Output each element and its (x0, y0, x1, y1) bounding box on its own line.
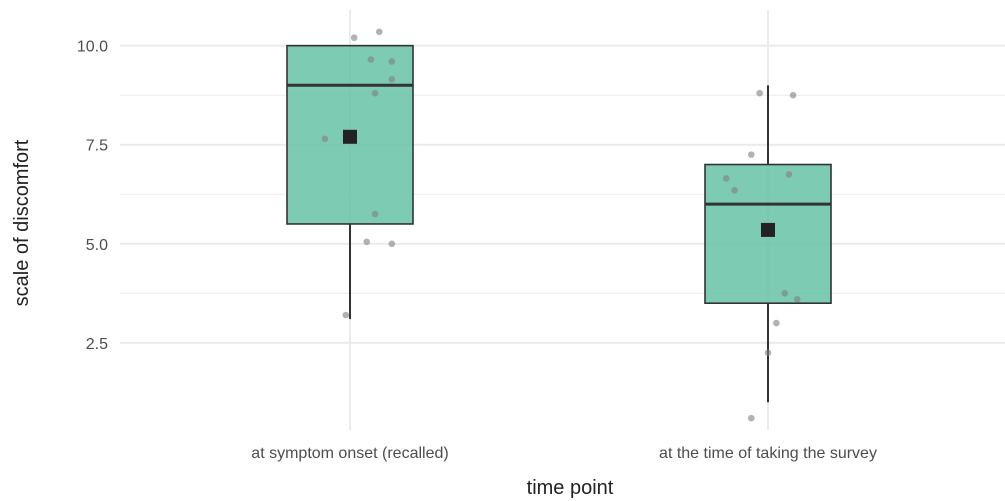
y-tick-label: 7.5 (86, 138, 108, 155)
x-axis-title: time point (527, 477, 614, 499)
mean-marker (761, 222, 775, 237)
data-point (363, 238, 371, 246)
data-points (321, 28, 801, 422)
data-point (367, 56, 375, 63)
y-tick-label: 5.0 (86, 237, 108, 254)
y-tick-label: 2.5 (86, 336, 108, 353)
y-tick-labels: 2.5 5.0 7.5 10.0 (77, 39, 108, 353)
data-point (747, 151, 755, 158)
y-axis-title: scale of discomfort (11, 139, 33, 306)
data-point (789, 91, 797, 99)
data-point (747, 414, 755, 422)
data-point (722, 175, 730, 182)
data-point (371, 210, 379, 218)
data-point (756, 89, 763, 97)
x-tick-label: at the time of taking the survey (659, 445, 877, 462)
data-point (731, 186, 738, 194)
data-point (388, 58, 396, 65)
data-point (785, 171, 793, 178)
data-point (321, 135, 329, 143)
x-tick-labels: at symptom onset (recalled) at the time o… (251, 445, 877, 462)
data-point (375, 28, 383, 36)
data-point (781, 290, 789, 297)
data-point (793, 295, 801, 303)
data-point (371, 89, 379, 97)
y-tick-label: 10.0 (77, 39, 108, 56)
data-point (764, 349, 772, 357)
data-point (388, 76, 396, 83)
data-point (773, 319, 780, 327)
data-point (350, 34, 358, 42)
grid-lines (120, 10, 1005, 430)
boxes (286, 44, 832, 403)
data-point (342, 311, 350, 319)
mean-marker (343, 129, 357, 144)
data-point (388, 240, 396, 248)
x-tick-label: at symptom onset (recalled) (251, 445, 448, 462)
